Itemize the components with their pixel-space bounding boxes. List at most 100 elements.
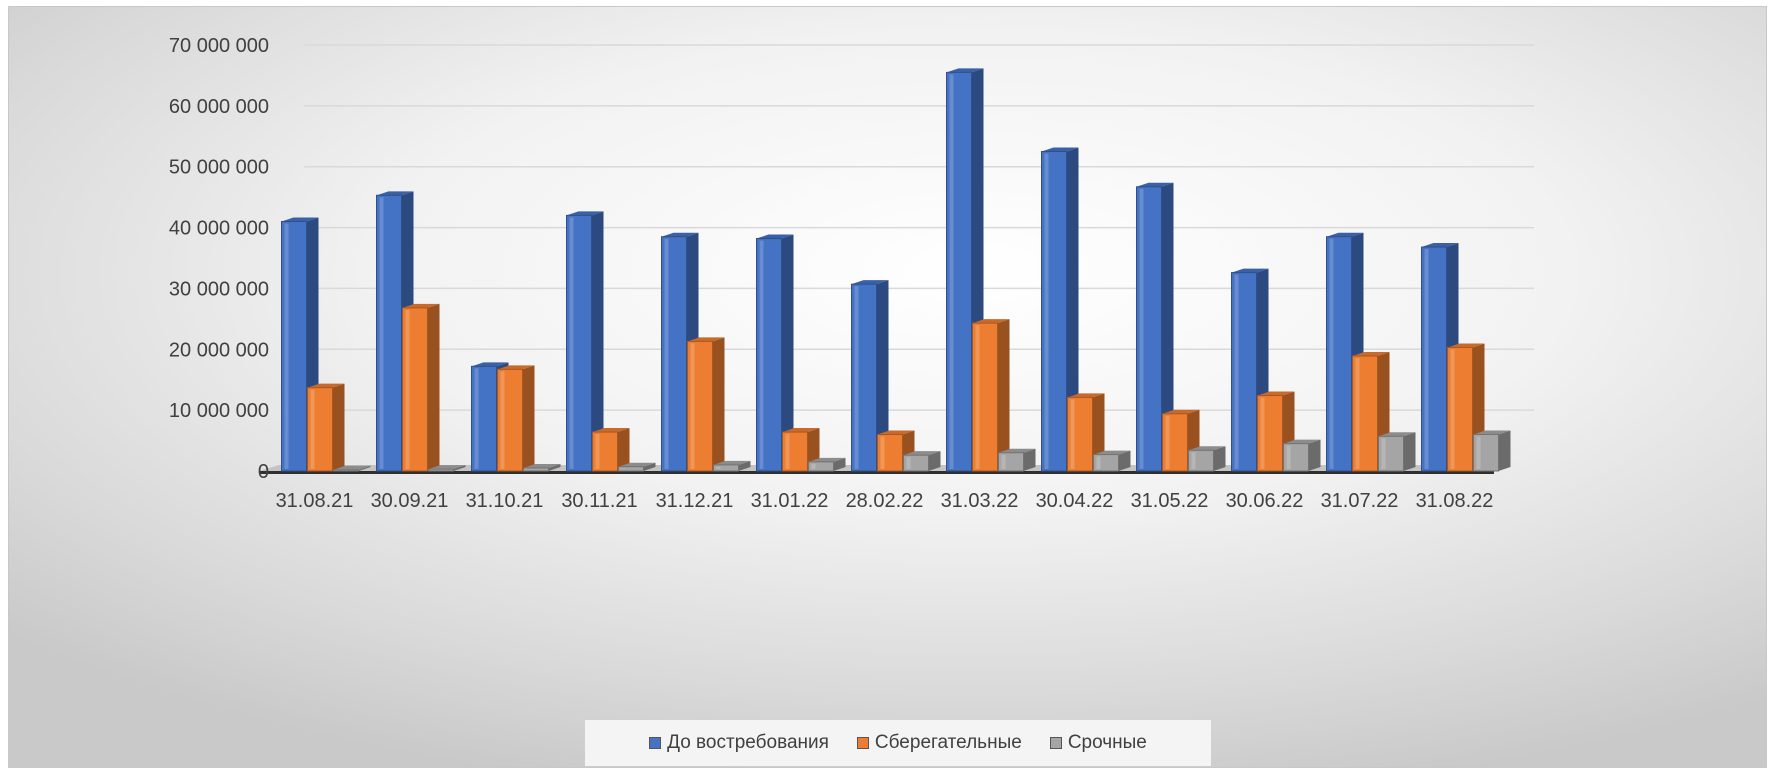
bar-side — [548, 463, 561, 471]
legend: До востребования Сберегательные Срочные — [585, 720, 1211, 766]
bar-highlight — [1139, 188, 1144, 469]
bar-side — [453, 465, 466, 471]
bar-side — [591, 211, 604, 471]
x-tick-label: 31.07.22 — [1321, 490, 1399, 512]
bar-highlight — [595, 434, 600, 469]
bar — [851, 280, 889, 472]
bar-highlight — [1355, 357, 1360, 469]
bar-top — [1378, 432, 1416, 437]
bar-top — [333, 465, 371, 470]
x-tick-label: 31.05.22 — [1131, 490, 1209, 512]
bar-top — [471, 362, 509, 367]
bar-highlight — [569, 217, 574, 469]
x-tick-label: 31.03.22 — [941, 490, 1019, 512]
bar-front — [618, 466, 644, 472]
legend-swatch — [856, 737, 869, 749]
legend-item: Срочные — [1049, 732, 1147, 754]
bar-highlight — [1450, 349, 1455, 469]
bar-top — [592, 428, 630, 433]
bar-highlight — [405, 309, 410, 469]
legend-label: До востребования — [667, 732, 829, 753]
bar-top — [1136, 182, 1174, 187]
bar — [756, 234, 794, 472]
x-tick-label: 30.11.21 — [561, 490, 637, 512]
bar-top — [972, 319, 1010, 324]
x-tick-label: 31.08.21 — [276, 490, 354, 512]
bars — [281, 68, 1511, 472]
bar-top — [1421, 243, 1459, 248]
bar-highlight — [474, 368, 479, 469]
bar-side — [1023, 448, 1036, 471]
bar-top — [1257, 391, 1295, 396]
bar — [1093, 450, 1131, 472]
bar-top — [782, 428, 820, 433]
bar-side — [712, 337, 725, 471]
bar-highlight — [1191, 452, 1196, 469]
bar-side — [332, 383, 345, 471]
bar-side — [522, 365, 535, 471]
bar-top — [1326, 232, 1364, 237]
bar — [402, 303, 440, 472]
y-tick-label: 40 000 000 — [169, 218, 269, 240]
x-tick-label: 30.04.22 — [1036, 490, 1114, 512]
bar-highlight — [1260, 397, 1265, 469]
bar-side — [928, 451, 941, 471]
bar-highlight — [949, 74, 954, 469]
bar-top — [661, 232, 699, 237]
x-tick-label: 31.10.21 — [466, 490, 544, 512]
bar-side — [1066, 147, 1079, 471]
bar-top — [1041, 147, 1079, 152]
bar-highlight — [716, 466, 721, 469]
bar-top — [1188, 446, 1226, 451]
x-tick-label: 28.02.22 — [846, 490, 924, 512]
bar-highlight — [1001, 454, 1006, 469]
bar — [972, 319, 1010, 472]
bar-highlight — [664, 238, 669, 469]
bar-top — [497, 365, 535, 370]
bar — [1041, 147, 1079, 472]
bar-highlight — [1234, 274, 1239, 469]
bar — [903, 451, 941, 472]
bar-top — [756, 234, 794, 239]
bar-side — [997, 319, 1010, 471]
legend-label: Срочные — [1067, 732, 1147, 753]
bar — [782, 428, 820, 472]
x-tick-label: 30.06.22 — [1226, 490, 1304, 512]
bar-highlight — [310, 389, 315, 469]
bar-top — [998, 448, 1036, 453]
bar-top — [1231, 268, 1269, 273]
bar-top — [1067, 393, 1105, 398]
bar-top — [307, 383, 345, 388]
bar-top — [523, 463, 561, 468]
bar-highlight — [854, 286, 859, 469]
bar — [618, 462, 656, 472]
bar-highlight — [1165, 415, 1170, 469]
y-tick-label: 20 000 000 — [169, 339, 269, 361]
bar — [687, 337, 725, 472]
y-tick-label: 10 000 000 — [169, 400, 269, 422]
bar-side — [1308, 439, 1321, 471]
bar — [1067, 393, 1105, 472]
bar-side — [358, 465, 371, 471]
bar-top — [1447, 343, 1485, 348]
bar-top — [1093, 450, 1131, 455]
bar-highlight — [1381, 438, 1386, 469]
bar-top — [1352, 351, 1390, 356]
bar-top — [618, 462, 656, 467]
bar-top — [946, 68, 984, 73]
bar-top — [877, 430, 915, 435]
bar-highlight — [284, 223, 289, 469]
bar — [1378, 432, 1416, 472]
x-tick-label: 30.09.21 — [371, 490, 449, 512]
bar-highlight — [906, 457, 911, 469]
bar-side — [876, 280, 889, 471]
bar-top — [851, 280, 889, 285]
bar — [998, 448, 1036, 472]
bar-highlight — [500, 371, 505, 469]
x-tick-label: 31.12.21 — [656, 490, 734, 512]
bar-highlight — [1286, 445, 1291, 469]
bar-side — [1092, 393, 1105, 471]
bar-front — [523, 467, 549, 472]
bar-front — [808, 461, 834, 472]
bar — [307, 383, 345, 472]
